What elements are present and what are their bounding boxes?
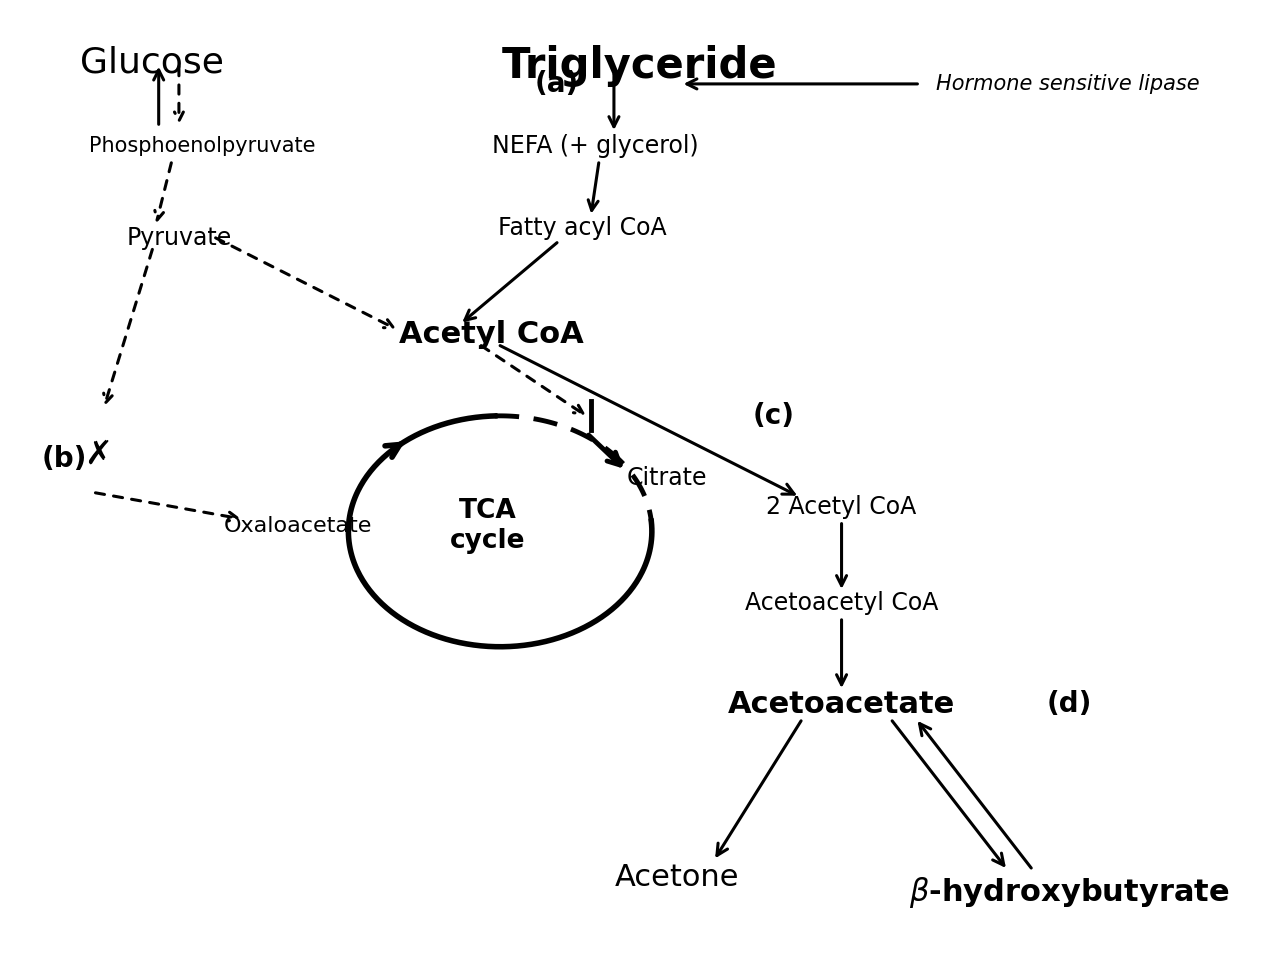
Text: ✗: ✗: [84, 438, 111, 470]
Text: Acetyl CoA: Acetyl CoA: [399, 319, 584, 348]
Text: Fatty acyl CoA: Fatty acyl CoA: [498, 217, 667, 240]
Text: Hormone sensitive lipase: Hormone sensitive lipase: [937, 74, 1201, 94]
Text: NEFA (+ glycerol): NEFA (+ glycerol): [492, 135, 699, 158]
Text: $\beta$-hydroxybutyrate: $\beta$-hydroxybutyrate: [909, 874, 1230, 910]
Text: (a): (a): [535, 70, 579, 98]
Text: Acetoacetate: Acetoacetate: [728, 690, 955, 719]
Text: Acetone: Acetone: [614, 863, 740, 892]
Text: Glucose: Glucose: [81, 46, 224, 79]
Text: Citrate: Citrate: [627, 467, 707, 490]
Text: (c): (c): [753, 402, 795, 429]
Text: (d): (d): [1047, 690, 1092, 718]
Text: Phosphoenolpyruvate: Phosphoenolpyruvate: [90, 137, 316, 156]
Text: Triglyceride: Triglyceride: [502, 46, 777, 88]
Text: Oxaloacetate: Oxaloacetate: [224, 516, 372, 537]
Text: 2 Acetyl CoA: 2 Acetyl CoA: [767, 495, 916, 519]
Text: (b): (b): [41, 445, 87, 473]
Text: Pyruvate: Pyruvate: [127, 225, 233, 250]
Text: TCA
cycle: TCA cycle: [449, 499, 525, 554]
Text: Acetoacetyl CoA: Acetoacetyl CoA: [745, 591, 938, 616]
